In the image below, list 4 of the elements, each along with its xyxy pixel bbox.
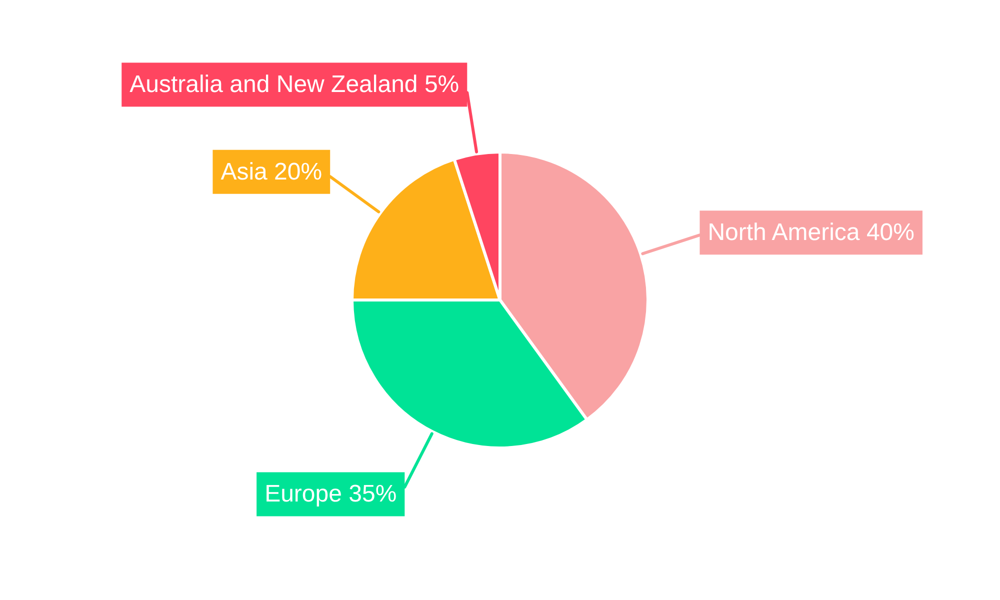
slice-label: North America 40% [708,219,914,246]
slice-label: Europe 35% [264,480,397,508]
slice-label: Asia 20% [220,158,322,186]
slice-label: Australia and New Zealand 5% [130,71,460,98]
